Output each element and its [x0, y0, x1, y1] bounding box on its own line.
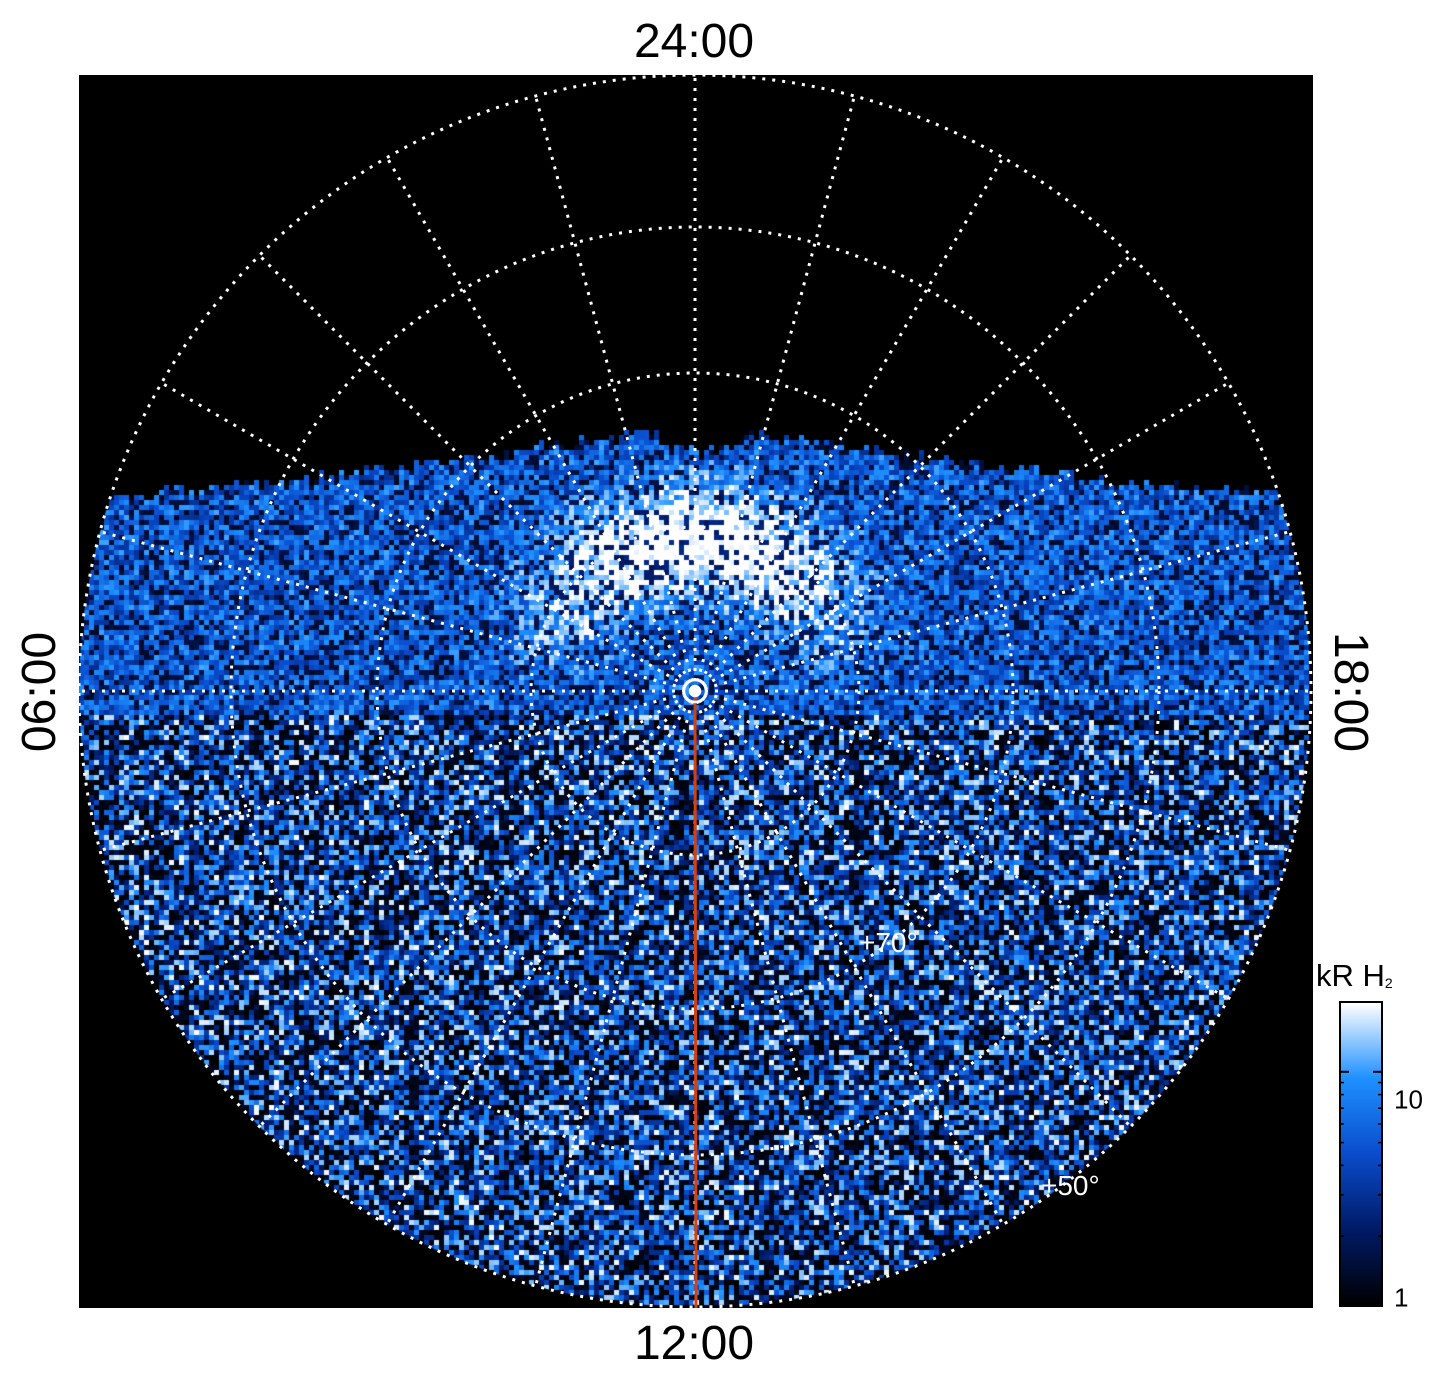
colorbar-title: kR H2	[1316, 958, 1393, 994]
meridian-line	[694, 381, 1230, 693]
colorbar-title-subscript: 2	[1384, 975, 1393, 991]
colorbar-tick-label-1: 1	[1394, 1282, 1409, 1313]
meridian-line	[693, 156, 1005, 692]
polar-grid-overlay	[79, 75, 1313, 1308]
colorbar-title-text: kR H	[1316, 958, 1385, 993]
meridian-line	[385, 690, 697, 1226]
meridian-line	[258, 689, 697, 1128]
noon-meridian-line	[693, 690, 698, 1308]
meridian-line	[534, 95, 697, 692]
latitude-circle	[229, 225, 1161, 1157]
meridian-line	[160, 689, 696, 1001]
meridian-line	[385, 156, 697, 692]
meridian-line	[693, 690, 856, 1287]
latitude-label-50: +50°	[1041, 1170, 1100, 1201]
colorbar	[1339, 1001, 1383, 1307]
meridian-line	[693, 254, 1132, 693]
local-time-label-top: 24:00	[633, 15, 755, 68]
latitude-circle	[375, 371, 1015, 1011]
meridian-line	[693, 95, 856, 692]
local-time-label-left: 06:00	[13, 631, 66, 753]
meridian-line	[99, 530, 696, 693]
meridian-line	[534, 690, 697, 1287]
meridian-line	[694, 689, 1230, 1001]
polar-projection-map: +70° +50°	[79, 75, 1313, 1308]
meridian-line	[693, 690, 1005, 1226]
latitude-circle	[529, 525, 861, 857]
latitude-circle	[79, 75, 1313, 1308]
meridian-line	[694, 689, 1291, 852]
meridian-line	[160, 381, 696, 693]
meridian-line	[694, 530, 1291, 693]
local-time-label-right: 18:00	[1324, 631, 1377, 753]
local-time-label-bottom: 12:00	[633, 1317, 755, 1370]
meridian-line	[693, 689, 1132, 1128]
latitude-label-70: +70°	[859, 927, 918, 958]
meridian-line	[258, 254, 697, 693]
colorbar-ticks	[1339, 1001, 1383, 1307]
pole-marker	[682, 678, 708, 704]
pole-marker	[688, 684, 702, 698]
meridian-line	[99, 689, 696, 852]
colorbar-tick-label-10: 10	[1394, 1084, 1423, 1115]
